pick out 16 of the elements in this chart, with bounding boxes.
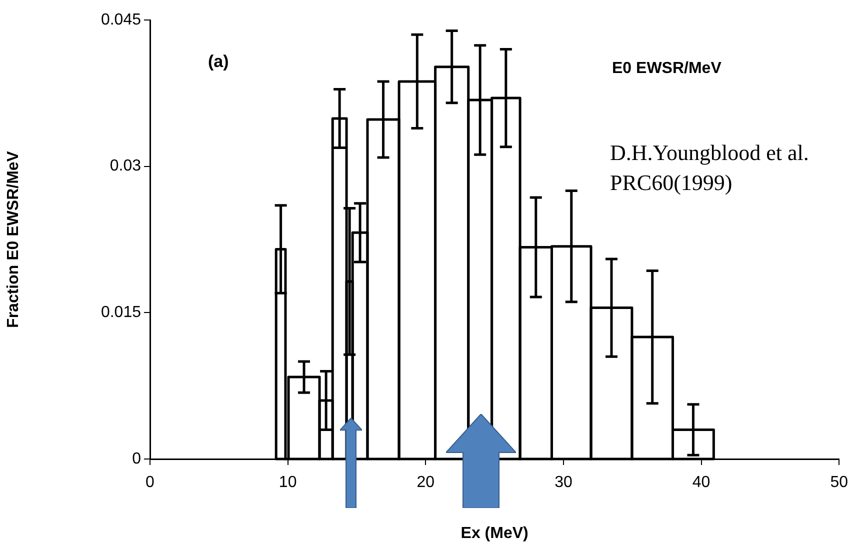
annotation: D.H.Youngblood et al.	[610, 140, 809, 166]
y-tick-label: 0	[132, 450, 142, 468]
annotation: (a)	[208, 52, 229, 72]
y-tick-label: 0.015	[100, 304, 142, 322]
y-tick-label: 0.045	[100, 11, 142, 28]
annotation: PRC60(1999)	[610, 170, 732, 196]
x-tick-label: 20	[416, 474, 435, 492]
y-axis-title: Fraction E0 EWSR/MeV	[5, 150, 22, 328]
y-tick-label: 0.03	[110, 158, 142, 175]
x-axis-title: Ex (MeV)	[460, 524, 528, 542]
x-tick-label: 10	[278, 474, 297, 492]
x-tick-label: 0	[146, 474, 155, 492]
x-tick-label: 50	[830, 474, 848, 492]
x-tick-label: 40	[692, 474, 710, 492]
annotation: E0 EWSR/MeV	[612, 60, 722, 78]
x-tick-label: 30	[554, 474, 572, 492]
